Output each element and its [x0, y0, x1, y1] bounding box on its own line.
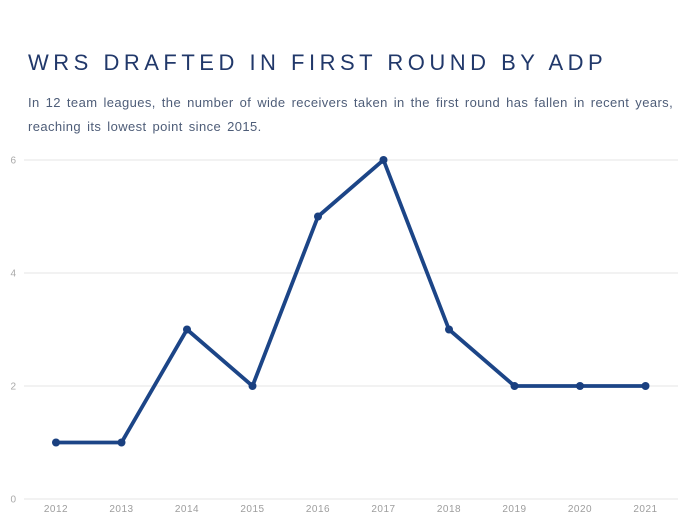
x-tick-label-2012: 2012	[44, 504, 68, 515]
data-point-2021	[641, 382, 650, 390]
y-tick-label-2: 2	[10, 382, 16, 393]
data-series-group	[52, 156, 650, 447]
chart-subtitle-line-2: reaching its lowest point since 2015.	[28, 119, 262, 134]
x-tick-label-2019: 2019	[502, 504, 526, 515]
data-point-2018	[445, 325, 453, 334]
x-axis-labels-group: 2012 2013 2014 2015 2016 2017 2018 2019 2020 2021	[44, 504, 657, 515]
x-tick-label-2015: 2015	[240, 504, 264, 515]
x-tick-label-2014: 2014	[175, 504, 199, 515]
y-tick-label-4: 4	[10, 269, 16, 280]
gridlines-group	[24, 159, 678, 500]
x-tick-label-2020: 2020	[568, 504, 592, 515]
x-tick-label-2013: 2013	[109, 504, 133, 515]
y-tick-label-6: 6	[10, 156, 16, 167]
x-tick-label-2021: 2021	[633, 504, 657, 515]
y-axis-labels-group: 0 2 4 6	[10, 156, 16, 506]
y-tick-label-0: 0	[10, 495, 16, 506]
data-point-2017	[379, 156, 388, 164]
data-point-2013	[117, 438, 126, 447]
x-tick-label-2016: 2016	[306, 504, 330, 515]
data-point-2016	[314, 212, 322, 221]
chart-subtitle-line-1: In 12 team leagues, the number of wide r…	[28, 95, 674, 110]
chart-title: WRS DRAFTED IN FIRST ROUND BY ADP	[28, 50, 608, 75]
data-point-2020	[576, 382, 584, 390]
data-point-2019	[510, 382, 519, 390]
data-point-2012	[52, 438, 60, 447]
data-line	[54, 158, 648, 445]
data-point-2014	[183, 325, 191, 334]
x-tick-label-2018: 2018	[437, 504, 461, 515]
data-point-2015	[248, 382, 257, 390]
x-tick-label-2017: 2017	[371, 504, 395, 515]
